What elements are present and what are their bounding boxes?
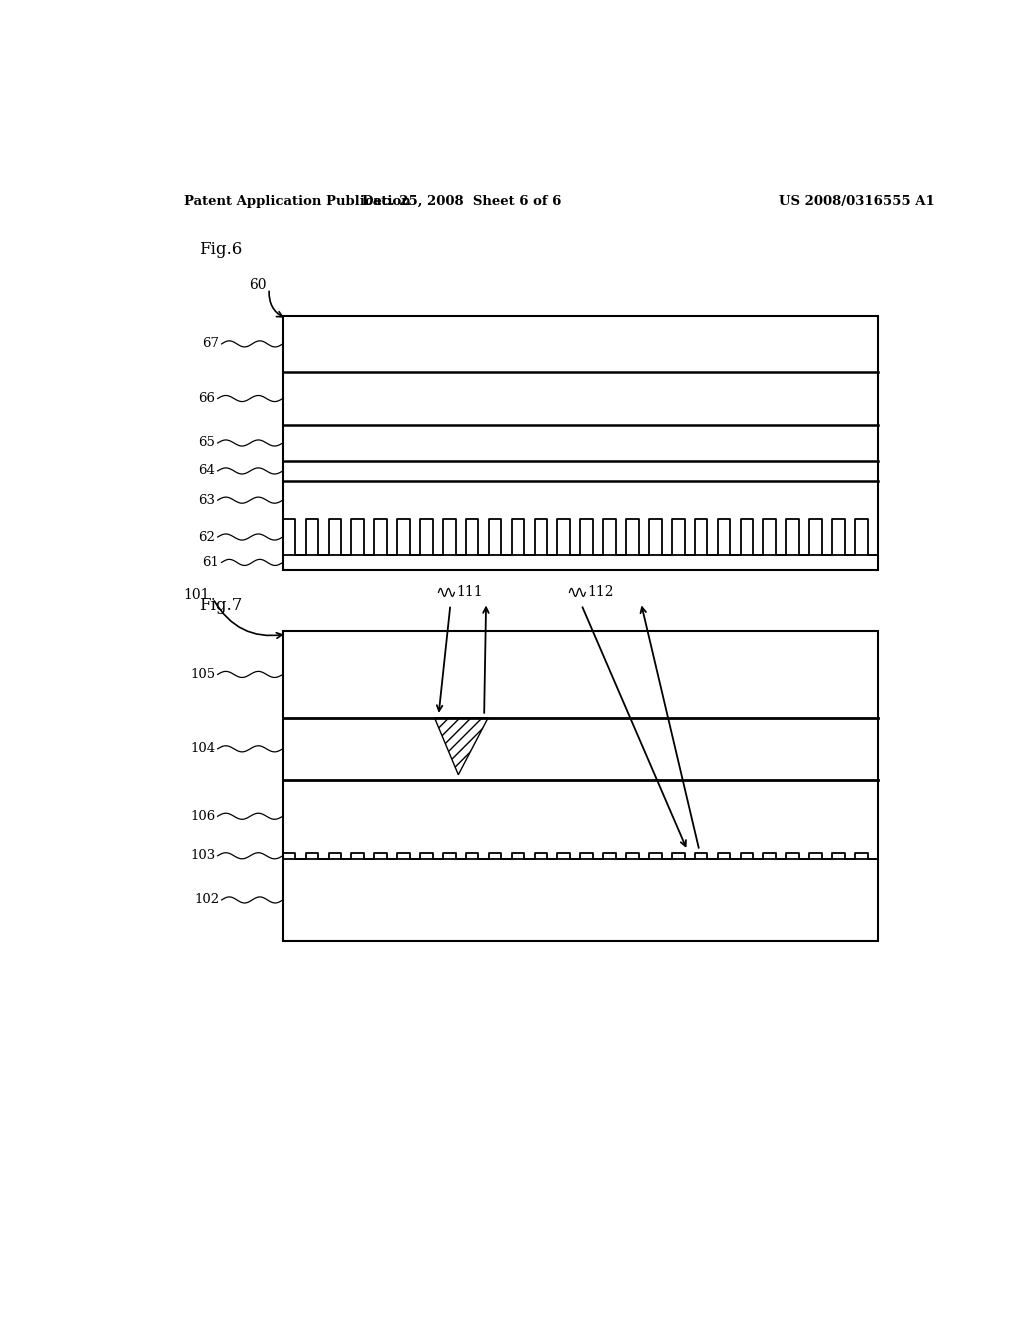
Text: 61: 61 bbox=[203, 556, 219, 569]
Text: 105: 105 bbox=[190, 668, 215, 681]
Text: 65: 65 bbox=[199, 437, 215, 450]
Text: 66: 66 bbox=[199, 392, 215, 405]
Bar bbox=[283, 315, 878, 570]
Text: 106: 106 bbox=[190, 809, 215, 822]
Bar bbox=[283, 631, 878, 941]
Text: 62: 62 bbox=[199, 531, 215, 544]
Text: 102: 102 bbox=[195, 894, 219, 907]
Text: 112: 112 bbox=[587, 585, 613, 599]
Text: Patent Application Publication: Patent Application Publication bbox=[183, 194, 411, 207]
Text: 111: 111 bbox=[456, 585, 482, 599]
Text: US 2008/0316555 A1: US 2008/0316555 A1 bbox=[778, 194, 935, 207]
Text: 60: 60 bbox=[250, 279, 267, 293]
Text: Fig.6: Fig.6 bbox=[200, 242, 243, 259]
Text: Dec. 25, 2008  Sheet 6 of 6: Dec. 25, 2008 Sheet 6 of 6 bbox=[361, 194, 561, 207]
Text: Fig.7: Fig.7 bbox=[200, 597, 243, 614]
Text: 63: 63 bbox=[199, 494, 215, 507]
Text: 67: 67 bbox=[203, 338, 219, 350]
Text: 101: 101 bbox=[183, 589, 210, 602]
Text: 104: 104 bbox=[190, 742, 215, 755]
Text: 103: 103 bbox=[190, 849, 215, 862]
Text: 64: 64 bbox=[199, 465, 215, 478]
